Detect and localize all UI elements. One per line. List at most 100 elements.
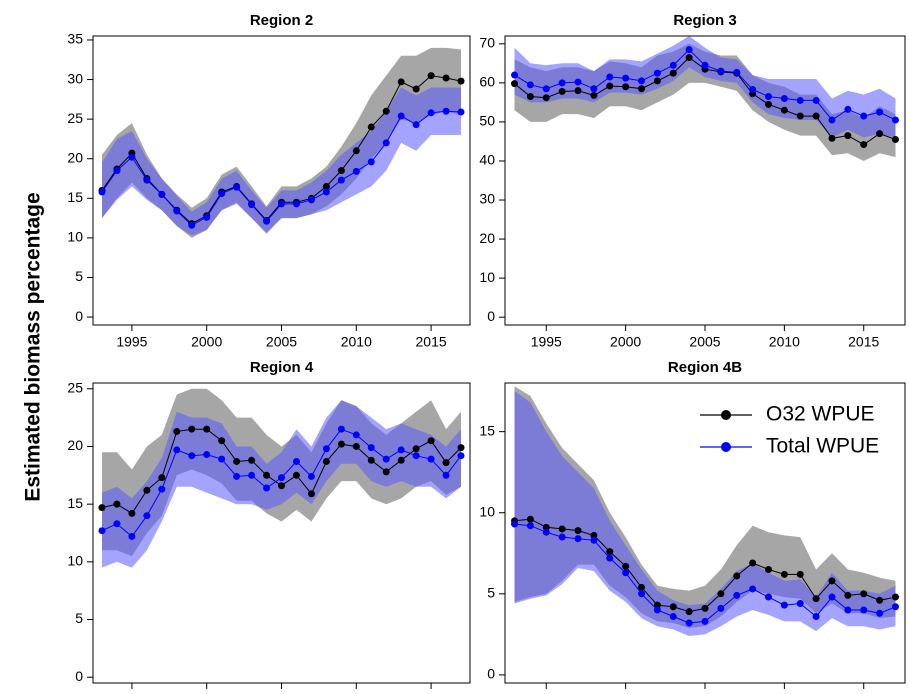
panel: Region 2 0 5 10 15 20 25 30 35 1995 2000 2005 2010 20… — [67, 12, 471, 350]
data-point — [98, 188, 106, 196]
data-point — [158, 474, 166, 482]
data-point — [511, 520, 519, 528]
data-point — [203, 213, 211, 221]
data-point — [876, 108, 884, 116]
y-tick-label: 35 — [67, 31, 83, 47]
data-point — [367, 456, 375, 464]
data-point — [669, 69, 677, 77]
data-point — [158, 190, 166, 198]
data-point — [292, 457, 300, 465]
data-point — [367, 123, 375, 131]
data-point — [188, 425, 196, 433]
data-point — [717, 590, 725, 598]
x-tick-label: 1995 — [531, 692, 562, 694]
data-point — [397, 446, 405, 454]
data-point — [653, 69, 661, 77]
data-point — [203, 451, 211, 459]
data-point — [427, 72, 435, 80]
data-point — [352, 442, 360, 450]
data-point — [233, 183, 241, 191]
data-point — [218, 455, 226, 463]
data-point — [749, 86, 757, 94]
x-tick-label: 1995 — [531, 334, 562, 350]
y-axis-label: Estimated biomass percentage — [22, 192, 45, 501]
data-point — [653, 606, 661, 614]
data-point — [638, 590, 646, 598]
data-point — [248, 201, 256, 209]
x-tick-label: 2000 — [191, 334, 222, 350]
data-point — [233, 457, 241, 465]
data-point — [812, 112, 820, 120]
data-point — [828, 116, 836, 124]
data-point — [542, 85, 550, 93]
data-point — [382, 107, 390, 115]
data-point — [622, 74, 630, 82]
x-tick-label: 2015 — [416, 334, 447, 350]
data-point — [638, 583, 646, 591]
y-tick-label: 20 — [67, 149, 83, 165]
data-point — [733, 68, 741, 76]
data-point — [218, 437, 226, 445]
data-point — [733, 591, 741, 599]
data-point — [352, 147, 360, 155]
data-point — [248, 456, 256, 464]
data-point — [606, 548, 614, 556]
data-point — [638, 77, 646, 85]
data-point — [844, 591, 852, 599]
x-tick-label: 2010 — [341, 692, 372, 694]
data-point — [606, 554, 614, 562]
panel: Region 4 0 5 10 15 20 25 1995 2000 2005 2010 2015 — [67, 359, 471, 694]
data-point — [749, 559, 757, 567]
data-point — [542, 94, 550, 102]
data-point — [143, 176, 151, 184]
data-point — [218, 190, 226, 198]
data-point — [322, 182, 330, 190]
data-point — [812, 595, 820, 603]
x-tick-label: 2015 — [416, 692, 447, 694]
y-tick-label: 0 — [487, 308, 495, 324]
data-point — [764, 100, 772, 108]
x-tick-label: 2005 — [689, 334, 720, 350]
data-point — [796, 96, 804, 104]
x-tick-label: 2000 — [610, 334, 641, 350]
data-point — [278, 474, 285, 482]
confidence-band — [514, 36, 896, 138]
y-tick-label: 5 — [75, 610, 83, 626]
x-tick-label: 1995 — [116, 692, 147, 694]
data-point — [876, 130, 884, 138]
data-point — [733, 572, 741, 580]
y-tick-label: 30 — [479, 191, 495, 207]
data-point — [669, 61, 677, 69]
data-point — [891, 603, 899, 611]
data-point — [685, 608, 693, 616]
data-point — [173, 427, 181, 435]
x-tick-label: 2010 — [341, 334, 372, 350]
data-point — [558, 533, 566, 541]
data-point — [158, 485, 166, 493]
confidence-band — [514, 391, 896, 636]
y-tick-label: 15 — [67, 495, 83, 511]
data-point — [337, 176, 345, 184]
data-point — [382, 468, 390, 476]
data-point — [622, 562, 630, 570]
y-tick-label: 50 — [479, 113, 495, 129]
data-point — [860, 112, 868, 120]
data-point — [367, 158, 375, 166]
data-point — [307, 490, 315, 498]
data-point — [382, 139, 390, 147]
data-point — [860, 606, 868, 614]
data-point — [382, 455, 390, 463]
data-point — [558, 79, 566, 87]
data-point — [590, 531, 598, 539]
data-point — [876, 609, 884, 617]
data-point — [457, 108, 465, 116]
x-tick-label: 2015 — [848, 334, 879, 350]
data-point — [685, 53, 693, 61]
data-point — [574, 87, 582, 95]
data-point — [764, 93, 772, 101]
data-point — [685, 46, 693, 54]
x-tick-label: 2005 — [689, 692, 720, 694]
data-point — [891, 135, 899, 143]
data-point — [98, 504, 106, 512]
